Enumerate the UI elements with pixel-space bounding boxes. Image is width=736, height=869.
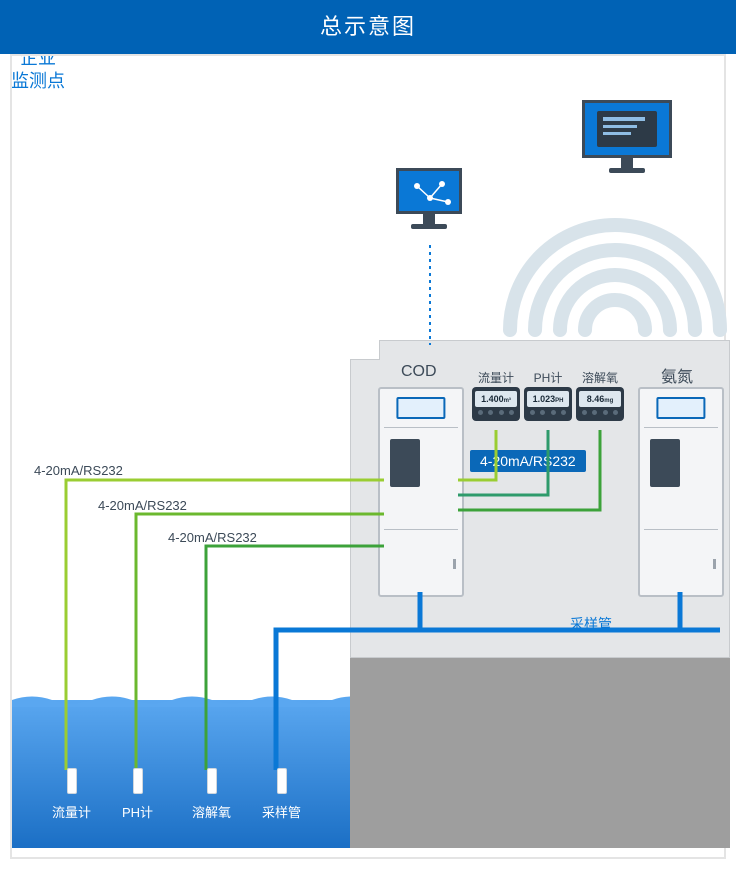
nh3n-cabinet-module (650, 439, 680, 487)
nh3n-cabinet-display (656, 397, 705, 419)
protocol-label-0: 4-20mA/RS232 (32, 463, 125, 478)
sensor-flow-probe (67, 768, 77, 794)
meter-ph-label: PH计 (524, 369, 572, 386)
sensor-do: 溶解氧 (192, 768, 231, 821)
protocol-badge: 4-20mA/RS232 (470, 450, 586, 472)
ground-block (350, 658, 730, 848)
meter-flow: 1.400m³ (472, 387, 520, 421)
cod-cabinet-module (390, 439, 420, 487)
sensor-ph-probe (133, 768, 143, 794)
enterprise-monitor (396, 168, 462, 229)
nh3n-cabinet-label: 氨氮 (661, 363, 693, 387)
meter-ph: 1.023PH (524, 387, 572, 421)
title-text: 总示意图 (320, 14, 416, 39)
cod-cabinet-display (396, 397, 445, 419)
sensor-flow: 流量计 (52, 768, 91, 821)
meter-flow-value: 1.400m³ (475, 391, 517, 407)
sensor-ph: PH计 (122, 768, 153, 821)
sensor-sample-probe (277, 768, 287, 794)
sample-pipe-label: 采样管 (570, 614, 612, 634)
cod-cabinet-label: COD (401, 363, 437, 381)
protocol-label-1: 4-20mA/RS232 (96, 498, 189, 513)
meter-do-value: 8.46mg (579, 391, 621, 407)
sensor-do-label: 溶解氧 (192, 802, 231, 821)
title-bar: 总示意图 (0, 0, 736, 54)
sensor-sample: 采样管 (262, 768, 301, 821)
building-notch (350, 340, 380, 360)
meter-ph-value: 1.023PH (527, 391, 569, 407)
protocol-label-2: 4-20mA/RS232 (166, 530, 259, 545)
sensor-ph-label: PH计 (122, 802, 153, 821)
meter-do: 8.46mg (576, 387, 624, 421)
meter-flow-label: 流量计 (472, 369, 520, 386)
sensor-do-probe (207, 768, 217, 794)
sensor-sample-label: 采样管 (262, 802, 301, 821)
superior-center-monitor (582, 100, 672, 173)
meter-do-label: 溶解氧 (576, 369, 624, 386)
water-wave (12, 693, 350, 707)
sensor-flow-label: 流量计 (52, 802, 91, 821)
cod-cabinet (378, 387, 464, 597)
nh3n-cabinet (638, 387, 724, 597)
